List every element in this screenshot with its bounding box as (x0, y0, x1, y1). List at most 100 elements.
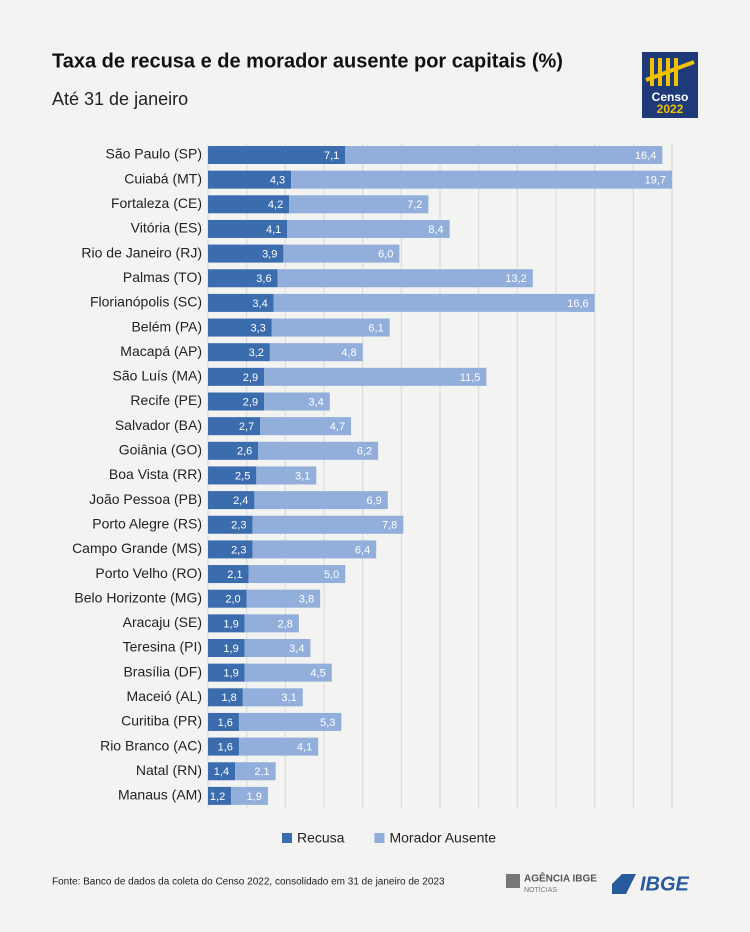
category-label: Fortaleza (CE) (111, 195, 202, 211)
value-label: 3,9 (262, 249, 277, 261)
category-label: Porto Velho (RO) (95, 565, 202, 581)
bar-segment (208, 343, 270, 362)
value-label: 1,9 (247, 791, 262, 803)
chart-subtitle: Até 31 de janeiro (52, 89, 188, 109)
bar-segment (208, 663, 245, 682)
value-label: 7,1 (324, 150, 339, 162)
bar-segment (287, 219, 450, 238)
bar-segment (208, 540, 253, 559)
value-label: 16,4 (635, 150, 656, 162)
category-label: Florianópolis (SC) (90, 294, 202, 310)
value-label: 1,9 (223, 668, 238, 680)
category-label: Belo Horizonte (MG) (74, 589, 202, 605)
value-label: 3,8 (299, 594, 314, 606)
bar-segment (208, 244, 284, 263)
bar-segment (208, 491, 255, 510)
bar-segment (273, 293, 595, 312)
censo-logo: Censo 2022 (642, 52, 698, 118)
bar-segment (242, 688, 303, 707)
legend-swatch (282, 833, 292, 843)
category-label: Campo Grande (MS) (72, 540, 202, 556)
bar-segment (208, 762, 236, 781)
bar-segment (208, 392, 265, 411)
value-label: 6,4 (355, 544, 370, 556)
value-label: 2,7 (239, 421, 254, 433)
value-label: 2,3 (231, 544, 246, 556)
value-label: 2,1 (227, 569, 242, 581)
value-label: 6,9 (367, 495, 382, 507)
category-label: Natal (RN) (136, 762, 202, 778)
bar-segment (289, 195, 429, 214)
value-label: 2,4 (233, 495, 248, 507)
category-label: Cuiabá (MT) (124, 170, 202, 186)
bar-segment (264, 392, 330, 411)
logo-text: Censo (652, 90, 689, 104)
value-label: 2,3 (231, 520, 246, 532)
bar-segment (244, 663, 332, 682)
value-label: 1,2 (210, 791, 225, 803)
bar-segment (283, 244, 400, 263)
bar-segment (208, 639, 245, 657)
category-label: Curitiba (PR) (121, 713, 202, 729)
category-label: Brasília (DF) (123, 663, 202, 679)
value-label: 2,9 (243, 396, 258, 408)
value-label: 7,8 (382, 520, 397, 532)
bar-segment (208, 219, 288, 238)
category-label: Manaus (AM) (118, 787, 202, 803)
bar-segment (246, 589, 321, 608)
bar-segment (208, 417, 261, 436)
category-label: Boa Vista (RR) (109, 466, 202, 482)
bar-segment (208, 441, 259, 460)
bar-segment (208, 293, 274, 312)
value-label: 1,4 (214, 766, 229, 778)
category-label: Teresina (PI) (123, 639, 202, 655)
value-label: 1,9 (223, 618, 238, 630)
bar-segment (208, 688, 243, 707)
bar-segment (252, 515, 404, 534)
bar-segment (258, 441, 379, 460)
category-label: Goiânia (GO) (119, 442, 202, 458)
value-label: 8,4 (428, 224, 443, 236)
value-label: 6,0 (378, 249, 393, 261)
category-label: João Pessoa (PB) (89, 491, 202, 507)
value-label: 4,2 (268, 199, 283, 211)
noticias-text: NOTÍCIAS (524, 885, 557, 894)
category-label: Rio Branco (AC) (100, 737, 202, 753)
agencia-icon (506, 874, 520, 888)
bar-segment (208, 170, 292, 189)
category-label: Porto Alegre (RS) (92, 515, 202, 531)
value-label: 3,3 (251, 322, 266, 334)
bar-segment (235, 762, 276, 781)
value-label: 1,6 (218, 742, 233, 754)
bar-segment (277, 269, 533, 288)
value-label: 3,2 (249, 347, 264, 359)
bar-segment (238, 712, 342, 731)
bar-segment (208, 515, 253, 534)
source: Fonte: Banco de dados da coleta do Censo… (52, 877, 445, 888)
category-label: Palmas (TO) (123, 269, 202, 285)
value-label: 1,6 (218, 717, 233, 729)
bar-segment (208, 614, 245, 633)
category-label: Macapá (AP) (120, 343, 202, 359)
value-label: 3,6 (256, 273, 271, 285)
value-label: 4,5 (310, 668, 325, 680)
value-label: 4,1 (297, 742, 312, 754)
legend-label: Recusa (297, 830, 345, 846)
bar-segment (208, 466, 257, 485)
value-label: 4,8 (341, 347, 356, 359)
value-label: 3,1 (295, 470, 310, 482)
category-label: Maceió (AL) (127, 688, 202, 704)
value-label: 4,7 (330, 421, 345, 433)
bar-segment (208, 146, 346, 164)
bar-segment (208, 195, 290, 214)
value-label: 2,6 (237, 446, 252, 458)
value-label: 3,4 (309, 396, 324, 408)
bar-segment (208, 589, 247, 608)
bar-segment (271, 318, 390, 337)
value-label: 4,1 (266, 224, 281, 236)
value-label: 2,9 (243, 372, 258, 384)
value-label: 3,4 (289, 643, 304, 655)
bar-segment (256, 466, 317, 485)
value-label: 16,6 (567, 298, 588, 310)
value-label: 3,4 (252, 298, 267, 310)
